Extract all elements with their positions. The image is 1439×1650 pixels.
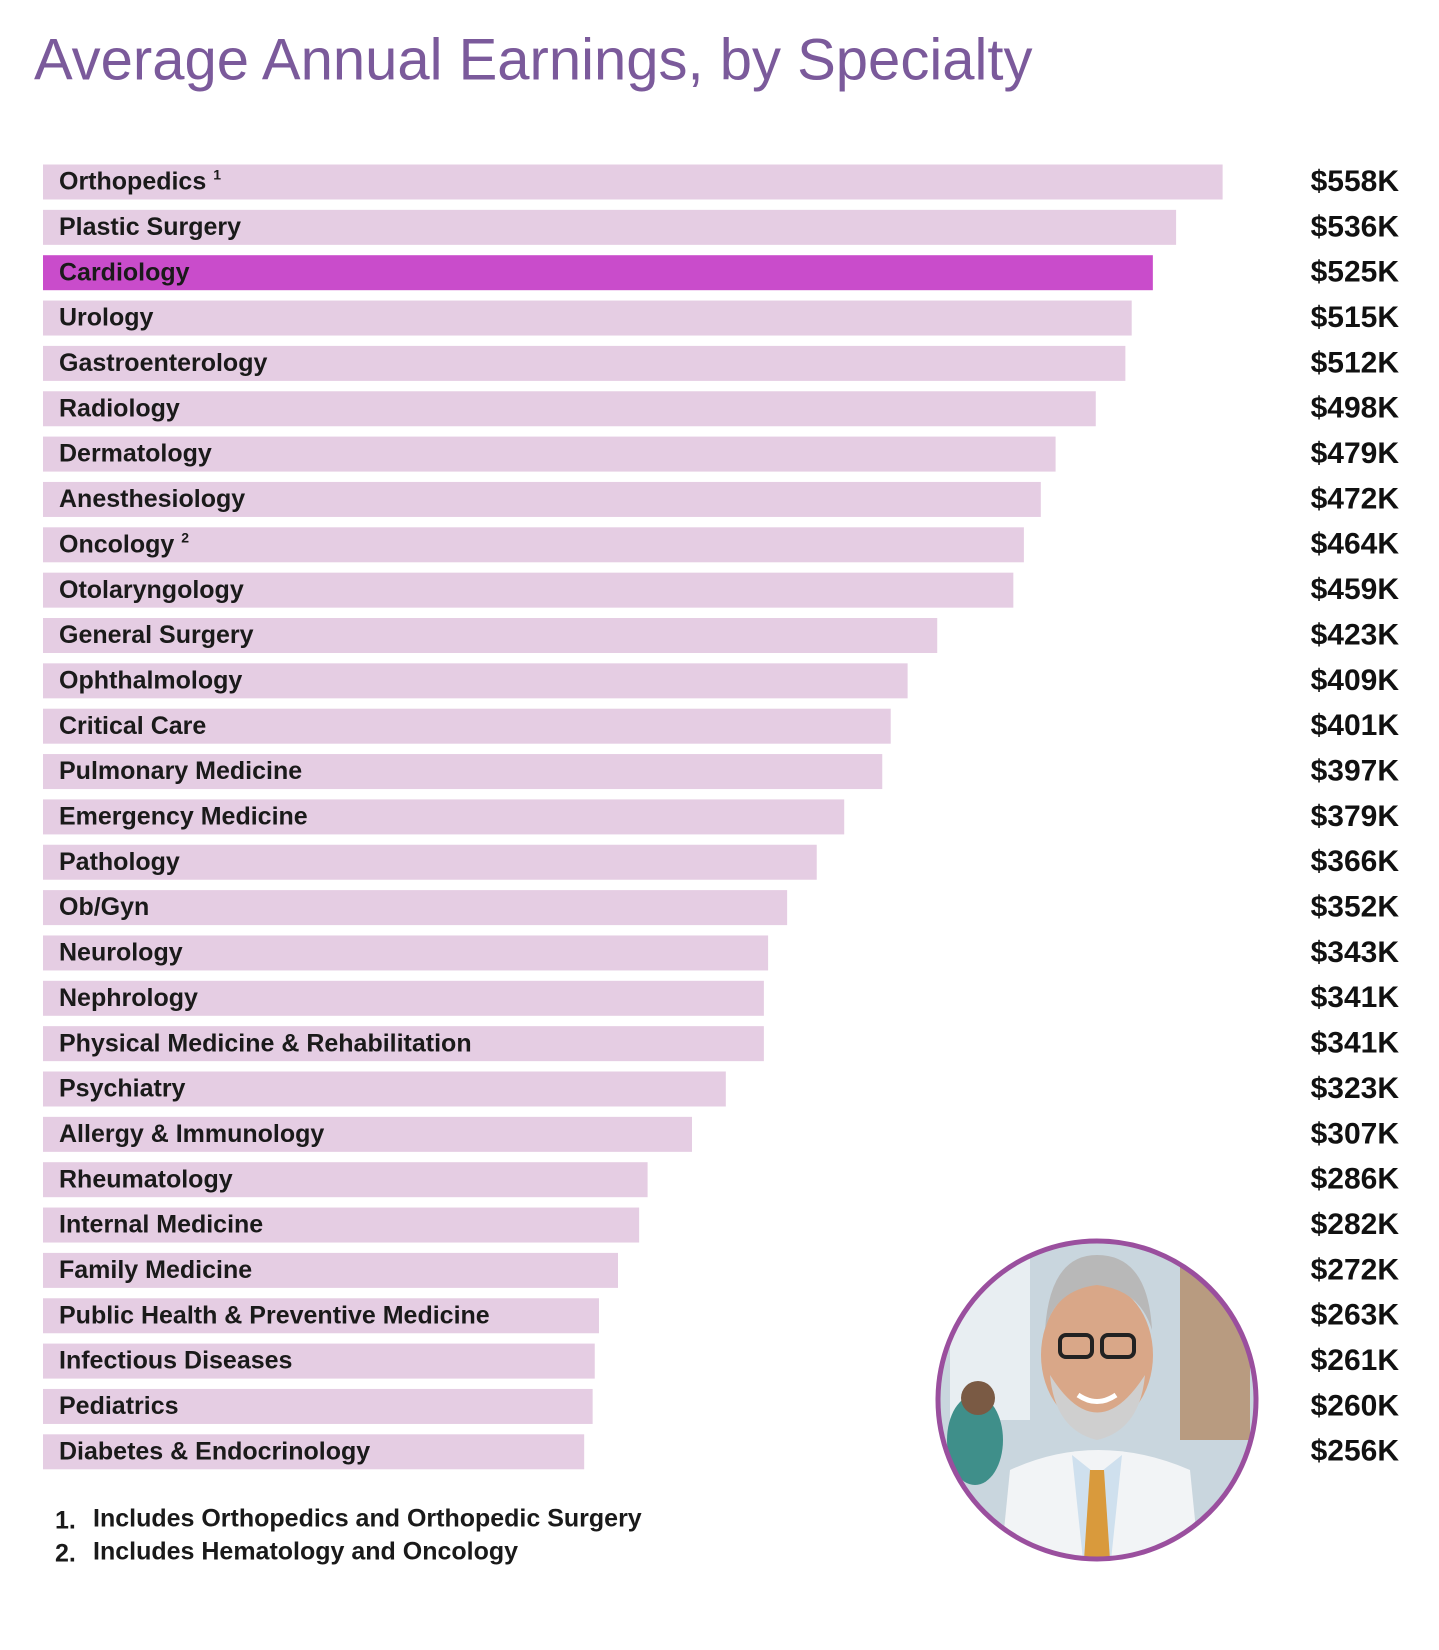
category-label: Plastic Surgery (59, 213, 241, 241)
category-label: Psychiatry (59, 1075, 186, 1103)
value-label: $512K (1311, 346, 1400, 379)
bar (43, 391, 1096, 427)
bar (43, 1434, 585, 1470)
value-label: $498K (1311, 392, 1400, 425)
bar (43, 255, 1153, 291)
category-label: Radiology (59, 394, 180, 422)
bar (43, 708, 891, 744)
category-label: Ophthalmology (59, 666, 242, 694)
value-label: $366K (1311, 845, 1400, 878)
bar (43, 300, 1132, 336)
value-label: $479K (1311, 437, 1400, 470)
value-label: $515K (1311, 301, 1400, 334)
bar (43, 935, 769, 971)
category-label: Neurology (59, 939, 183, 967)
value-label: $401K (1311, 709, 1400, 742)
category-label: Urology (59, 304, 154, 332)
bar (43, 618, 938, 653)
value-label: $282K (1311, 1208, 1400, 1241)
value-label: $472K (1311, 482, 1400, 515)
category-label: Ob/Gyn (59, 893, 149, 921)
value-label: $260K (1311, 1389, 1400, 1422)
bar (43, 436, 1056, 472)
category-label: Physical Medicine & Rehabilitation (59, 1029, 472, 1057)
value-label: $558K (1311, 165, 1400, 198)
footnote-marker: 1. (55, 1507, 76, 1535)
bar (43, 527, 1024, 563)
category-label: Orthopedics (59, 168, 206, 196)
category-label: Cardiology (59, 258, 190, 286)
bar (43, 481, 1041, 517)
bar (43, 345, 1126, 381)
bar (43, 890, 788, 926)
value-label: $464K (1311, 528, 1400, 561)
bar (43, 1026, 764, 1062)
bar (43, 844, 817, 880)
value-label: $286K (1311, 1163, 1400, 1196)
value-label: $379K (1311, 800, 1400, 833)
category-label: Anesthesiology (59, 485, 245, 513)
bar (43, 1207, 640, 1243)
value-label: $536K (1311, 210, 1400, 243)
value-label: $459K (1311, 573, 1400, 606)
bar (43, 209, 1177, 245)
category-label: Nephrology (59, 984, 198, 1012)
chart-title: Average Annual Earnings, by Specialty (34, 27, 1032, 92)
footnote-marker: 2. (55, 1540, 76, 1568)
value-label: $323K (1311, 1072, 1400, 1105)
value-label: $352K (1311, 891, 1400, 924)
bar (43, 1388, 593, 1424)
category-label: Oncology (59, 530, 174, 558)
value-label: $263K (1311, 1299, 1400, 1332)
category-label: Emergency Medicine (59, 803, 308, 831)
value-label: $343K (1311, 936, 1400, 969)
bar (43, 164, 1223, 200)
doctor-photo (935, 1238, 1259, 1562)
value-label: $256K (1311, 1435, 1400, 1468)
value-label: $341K (1311, 1027, 1400, 1060)
value-label: $525K (1311, 256, 1400, 289)
bar (43, 980, 764, 1016)
bar (43, 1116, 692, 1152)
bar (43, 799, 845, 835)
category-label: Dermatology (59, 440, 212, 468)
category-label: Critical Care (59, 712, 206, 740)
category-label: Pathology (59, 848, 180, 876)
category-label: Gastroenterology (59, 349, 267, 377)
category-label: Family Medicine (59, 1256, 252, 1284)
bar (43, 1162, 648, 1198)
value-label: $261K (1311, 1344, 1400, 1377)
value-label: $272K (1311, 1253, 1400, 1286)
footnote-ref: 2 (181, 530, 189, 546)
value-label: $397K (1311, 754, 1400, 787)
bar (43, 1343, 595, 1379)
value-label: $341K (1311, 981, 1400, 1014)
value-label: $423K (1311, 618, 1400, 651)
footnote-text: Includes Orthopedics and Orthopedic Surg… (93, 1505, 642, 1533)
category-label: Public Health & Preventive Medicine (59, 1301, 490, 1329)
category-label: Pediatrics (59, 1392, 179, 1420)
footnote-ref: 1 (213, 167, 221, 183)
bar (43, 1071, 726, 1107)
bar (43, 663, 908, 699)
category-label: Internal Medicine (59, 1211, 263, 1239)
category-label: Rheumatology (59, 1165, 233, 1193)
category-label: Pulmonary Medicine (59, 757, 302, 785)
category-label: Infectious Diseases (59, 1347, 292, 1375)
bar (43, 1252, 619, 1288)
bar (43, 572, 1014, 608)
category-label: Allergy & Immunology (59, 1120, 324, 1148)
bar (43, 754, 883, 790)
value-label: $307K (1311, 1117, 1400, 1150)
category-label: Otolaryngology (59, 576, 244, 604)
category-label: General Surgery (59, 621, 254, 649)
category-label: Diabetes & Endocrinology (59, 1437, 370, 1465)
footnote-text: Includes Hematology and Oncology (93, 1538, 518, 1566)
bar (43, 1298, 599, 1334)
value-label: $409K (1311, 664, 1400, 697)
